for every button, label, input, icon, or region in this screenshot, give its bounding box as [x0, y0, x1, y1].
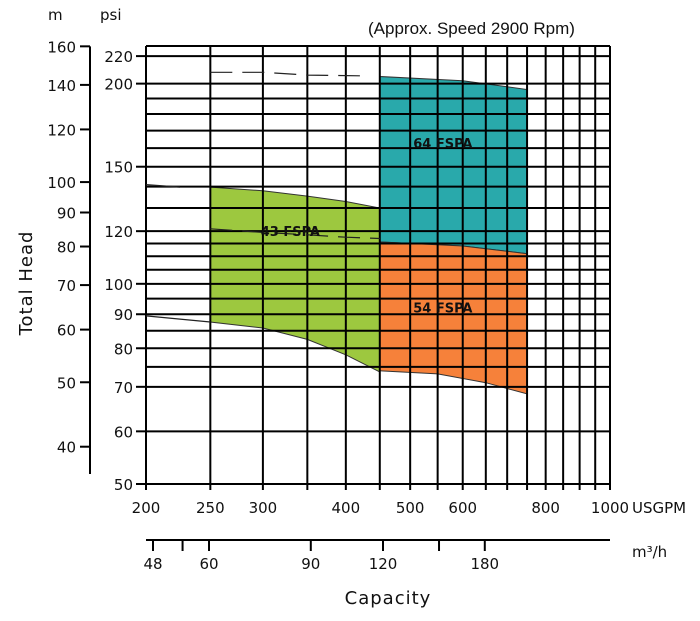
psi-tick-label: 100 — [104, 276, 133, 294]
x-axis-label: Capacity — [345, 588, 432, 609]
m-tick-label: 50 — [57, 374, 76, 392]
x-unit-m3h: m³/h — [632, 543, 667, 561]
m-tick-label: 140 — [47, 77, 76, 95]
m3h-tick-label: 180 — [470, 555, 499, 573]
m-tick-label: 40 — [57, 439, 76, 457]
psi-tick-label: 80 — [114, 340, 133, 358]
psi-tick-label: 150 — [104, 159, 133, 177]
usgpm-tick-label: 600 — [448, 499, 477, 517]
region-43-fspa — [209, 186, 381, 373]
m-tick-label: 70 — [57, 277, 76, 295]
curve-solid — [145, 315, 211, 323]
usgpm-tick-label: 400 — [332, 499, 361, 517]
m-tick-label: 120 — [47, 121, 76, 139]
usgpm-tick-label: 200 — [132, 499, 161, 517]
y-unit-m: m — [48, 6, 63, 24]
psi-tick-label: 60 — [114, 423, 133, 441]
x-unit-usgpm: USGPM — [632, 499, 686, 517]
usgpm-tick-label: 300 — [249, 499, 278, 517]
psi-tick-label: 120 — [104, 223, 133, 241]
m3h-tick-label: 90 — [301, 555, 320, 573]
psi-tick-label: 90 — [114, 306, 133, 324]
usgpm-tick-label: 500 — [396, 499, 425, 517]
curve-dashed — [210, 71, 360, 77]
m-tick-label: 80 — [57, 239, 76, 257]
usgpm-tick-label: 250 — [196, 499, 225, 517]
speed-note: (Approx. Speed 2900 Rpm) — [368, 19, 575, 38]
usgpm-tick-label: 1000 — [591, 499, 629, 517]
region-label: 64 FSPA — [413, 137, 472, 152]
psi-tick-label: 220 — [104, 48, 133, 66]
y-unit-psi: psi — [100, 6, 122, 24]
psi-tick-label: 50 — [114, 476, 133, 494]
m-tick-label: 90 — [57, 205, 76, 223]
usgpm-tick-label: 800 — [531, 499, 560, 517]
y-axis-label: Total Head — [16, 231, 37, 337]
m-tick-label: 160 — [47, 38, 76, 56]
region-54-fspa — [379, 241, 528, 395]
m3h-tick-label: 48 — [143, 555, 162, 573]
curve-dashed — [210, 228, 380, 240]
m3h-tick-label: 120 — [369, 555, 398, 573]
region-label: 54 FSPA — [413, 302, 472, 317]
psi-tick-label: 200 — [104, 76, 133, 94]
region-label: 43 FSPA — [261, 225, 320, 240]
m-tick-label: 100 — [47, 174, 76, 192]
region-64-fspa — [379, 75, 528, 255]
m3h-tick-label: 60 — [199, 555, 218, 573]
curve-solid — [145, 184, 181, 188]
m-tick-label: 60 — [57, 322, 76, 340]
psi-tick-label: 70 — [114, 379, 133, 397]
